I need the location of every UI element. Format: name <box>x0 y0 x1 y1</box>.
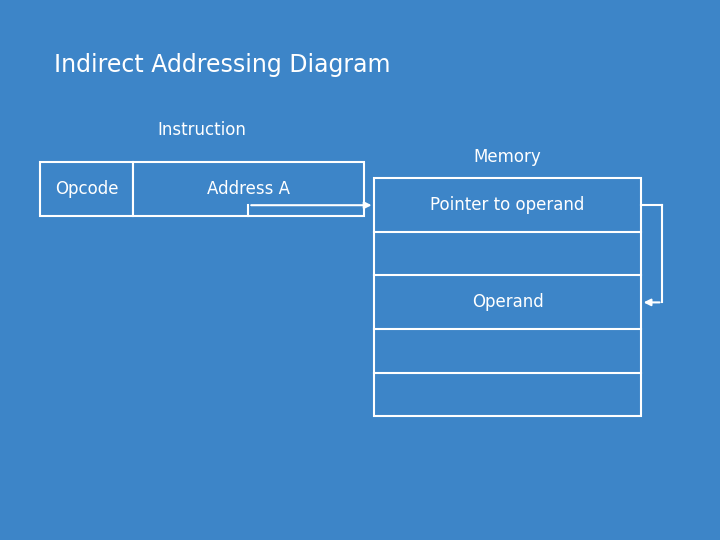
Text: Opcode: Opcode <box>55 180 118 198</box>
Text: Memory: Memory <box>474 147 541 166</box>
Text: Indirect Addressing Diagram: Indirect Addressing Diagram <box>54 53 390 77</box>
Text: Instruction: Instruction <box>157 120 246 139</box>
Bar <box>40 162 133 216</box>
Text: Address A: Address A <box>207 180 290 198</box>
Text: Pointer to operand: Pointer to operand <box>431 196 585 214</box>
Text: Operand: Operand <box>472 293 544 312</box>
Bar <box>374 178 641 416</box>
Bar <box>133 162 364 216</box>
